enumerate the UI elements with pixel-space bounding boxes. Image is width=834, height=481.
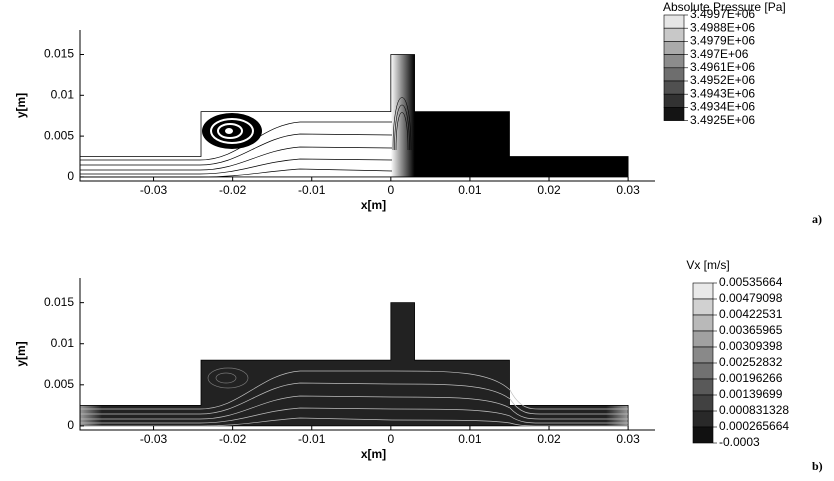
x-tick-label: 0: [387, 183, 394, 197]
x-axis-label: x[m]: [361, 447, 386, 461]
colorbar-label: 0.00479098: [719, 291, 783, 305]
panel-label: a): [812, 212, 822, 226]
streamline: [80, 158, 393, 175]
y-axis-label: y[m]: [14, 93, 28, 118]
colorbar-label: 0.00309398: [719, 339, 783, 353]
colorbar-band: [663, 41, 685, 55]
x-tick-label: 0: [387, 432, 394, 446]
x-tick-label: -0.01: [298, 432, 326, 446]
panel-b: -0.03 -0.02 -0.01 0 0.01 0.02 0.03 0 0.005 0.01 0.…: [14, 258, 823, 473]
colorbar-label: 0.00535664: [719, 275, 783, 289]
colorbar-band: [692, 346, 714, 364]
contour-domain: [79, 54, 629, 178]
colorbar-label: 0.00139699: [719, 387, 783, 401]
colorbar-label: 0.000831328: [719, 403, 789, 417]
y-tick-label: 0: [67, 169, 74, 183]
x-tick-label: 0.02: [537, 183, 561, 197]
colorbar-band: [663, 27, 685, 42]
vortex: [225, 128, 233, 134]
contour-domain: [79, 302, 629, 427]
colorbar-band: [692, 330, 714, 348]
x-tick-label: -0.03: [140, 432, 168, 446]
colorbar-label: 3.4988E+06: [690, 20, 755, 34]
colorbar-label: 3.4961E+06: [690, 60, 755, 74]
colorbar-band: [663, 107, 685, 121]
streamline: [80, 168, 393, 178]
colorbar-band: [692, 410, 714, 428]
x-tick-label: -0.01: [298, 183, 326, 197]
colorbar-band: [692, 378, 714, 396]
y-tick-label: 0: [67, 418, 74, 432]
x-tick-label: 0.01: [458, 183, 482, 197]
colorbar-label: 0.000265664: [719, 419, 789, 433]
colorbar-label: 0.00365965: [719, 323, 783, 337]
y-tick-label: 0.015: [44, 47, 74, 61]
x-tick-label: 0.02: [537, 432, 561, 446]
streamline: [394, 104, 410, 151]
y-tick-label: 0.015: [44, 295, 74, 309]
vortex: [207, 367, 249, 389]
x-tick-label: 0.01: [458, 432, 482, 446]
colorbar-label: 0.00196266: [719, 371, 783, 385]
x-axis-label: x[m]: [361, 198, 386, 212]
streamline: [80, 395, 628, 420]
x-tick-label: 0.03: [616, 183, 640, 197]
y-tick-label: 0.01: [51, 336, 75, 350]
colorbar-band: [692, 282, 714, 300]
x-tick-label: -0.03: [140, 183, 168, 197]
panel-label: b): [812, 459, 823, 473]
colorbar-label: 3.497E+06: [690, 47, 749, 61]
colorbar-band: [663, 93, 685, 108]
colorbar-label: -0.0003: [719, 435, 760, 449]
colorbar-label: 3.4934E+06: [690, 100, 755, 114]
colorbar-title: Absolute Pressure [Pa]: [663, 0, 786, 14]
colorbar-band: [663, 80, 685, 95]
colorbar-title: Vx [m/s]: [686, 258, 729, 272]
streamline: [80, 146, 393, 171]
streamline: [80, 133, 393, 166]
colorbar-label: 0.00422531: [719, 307, 783, 321]
x-tick-label: 0.03: [616, 432, 640, 446]
vortex: [215, 372, 237, 384]
colorbar-label: 3.4943E+06: [690, 86, 755, 100]
colorbar-band: [692, 394, 714, 412]
x-tick-label: -0.02: [219, 432, 247, 446]
vortex: [210, 118, 254, 144]
axis-frame: [79, 278, 655, 431]
axis-frame: [79, 30, 655, 182]
x-tick-label: -0.02: [219, 183, 247, 197]
y-tick-label: 0.005: [44, 128, 74, 142]
colorbar-band: [692, 426, 714, 444]
y-tick-label: 0.01: [51, 87, 75, 101]
colorbar-band: [692, 298, 714, 316]
colorbar-band: [663, 67, 685, 82]
vortex: [217, 123, 243, 139]
colorbar-label: 3.4925E+06: [690, 113, 755, 127]
colorbar-band: [663, 54, 685, 69]
y-axis-label: y[m]: [14, 341, 28, 366]
streamline: [80, 370, 628, 410]
colorbar-band: [663, 14, 685, 29]
y-tick-label: 0.005: [44, 377, 74, 391]
colorbar-label: 3.4952E+06: [690, 73, 755, 87]
streamline: [80, 382, 628, 415]
streamline: [80, 417, 628, 427]
streamline: [80, 407, 628, 424]
colorbar-band: [692, 362, 714, 380]
colorbar-label: 3.4979E+06: [690, 34, 755, 48]
panel-a: -0.03 -0.02 -0.01 0 0.01 0.02 0.03 0 0.005 0.01 0.…: [14, 0, 822, 226]
colorbar-label: 0.00252832: [719, 355, 783, 369]
colorbar-band: [692, 314, 714, 332]
colorbar-label: 3.4997E+06: [690, 7, 755, 21]
